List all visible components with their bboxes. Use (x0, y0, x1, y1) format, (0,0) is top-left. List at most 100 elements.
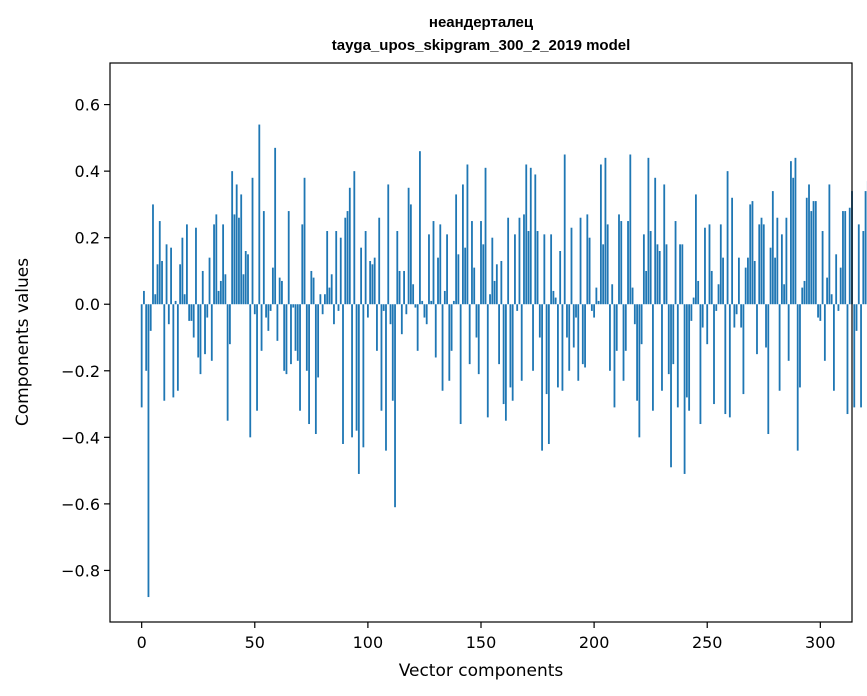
bar (238, 217, 240, 305)
bar (294, 304, 297, 351)
bar (690, 304, 693, 321)
bar (412, 284, 415, 305)
bar (373, 257, 376, 305)
bar (810, 211, 813, 305)
bar (857, 224, 860, 305)
bar (853, 304, 856, 408)
bar (767, 304, 770, 435)
bar (434, 304, 437, 358)
y-tick-label: 0.4 (75, 162, 100, 181)
bar (346, 211, 349, 305)
bar (369, 260, 372, 305)
bar (425, 304, 428, 325)
bar (780, 234, 783, 305)
bar (602, 244, 605, 305)
bar (543, 234, 546, 305)
bar (326, 231, 329, 305)
bar (794, 157, 797, 305)
bar (575, 304, 577, 318)
bar (523, 214, 525, 305)
bar (158, 221, 161, 305)
bar (240, 194, 243, 305)
chart-title-line2: tayga_upos_skipgram_300_2_2019 model (332, 37, 631, 54)
bar (204, 304, 206, 355)
bar (860, 304, 862, 408)
y-tick-label: −0.6 (61, 495, 100, 514)
bar (258, 124, 261, 305)
bar (333, 304, 335, 325)
bar (545, 304, 548, 395)
bar (432, 221, 435, 305)
bar (588, 237, 591, 305)
x-axis: 0 50 100 150 200 250 300 (137, 622, 836, 652)
bar (751, 201, 754, 305)
bar (466, 164, 469, 305)
bar (554, 297, 557, 305)
bar (502, 304, 505, 405)
bar (495, 264, 498, 305)
bar (613, 304, 616, 408)
bar (590, 304, 593, 311)
bar (491, 237, 494, 305)
bar (538, 304, 541, 338)
bar (366, 304, 369, 318)
bar (468, 304, 471, 365)
bar (247, 254, 249, 305)
bar (439, 224, 442, 305)
bar (219, 280, 222, 305)
bar (335, 231, 338, 305)
bar (278, 277, 281, 305)
bar (595, 287, 598, 305)
bar (837, 304, 840, 311)
bar (735, 304, 738, 315)
bar (217, 290, 220, 305)
bar (342, 304, 344, 444)
bar (197, 304, 200, 358)
bar (661, 304, 663, 391)
bar (676, 304, 679, 408)
bar (152, 204, 154, 305)
bar (611, 284, 614, 305)
bar (536, 231, 539, 305)
bar (704, 227, 706, 305)
bar (550, 234, 553, 305)
bar (747, 257, 749, 305)
bar (262, 211, 265, 305)
bar (864, 191, 867, 305)
bar (584, 304, 586, 368)
bar (222, 224, 225, 305)
bar (292, 304, 295, 308)
bar (409, 204, 412, 305)
bar (344, 217, 347, 305)
bar (812, 201, 815, 305)
bar (163, 304, 166, 401)
bar (577, 304, 580, 381)
bar (733, 304, 736, 328)
bar (389, 304, 392, 325)
bar (179, 264, 182, 305)
bar (640, 304, 643, 345)
bar (566, 304, 568, 338)
bar (717, 284, 720, 305)
bar (525, 164, 528, 305)
bar (749, 204, 752, 305)
chart-title-line1: неандерталец (429, 14, 534, 31)
bar (737, 257, 740, 305)
bar (817, 304, 819, 318)
bar (339, 237, 342, 305)
y-tick-label: 0.0 (75, 295, 100, 314)
bar (321, 304, 324, 315)
x-tick-label: 0 (137, 633, 147, 652)
bar (534, 174, 537, 305)
bar (355, 304, 358, 431)
bar (685, 304, 688, 398)
bar (699, 304, 702, 425)
bar (450, 304, 453, 351)
bar (317, 304, 320, 378)
bar (862, 231, 865, 305)
bar (165, 244, 168, 305)
bar (620, 221, 623, 305)
bar (265, 304, 267, 318)
bar (665, 244, 668, 305)
bar (740, 304, 743, 328)
